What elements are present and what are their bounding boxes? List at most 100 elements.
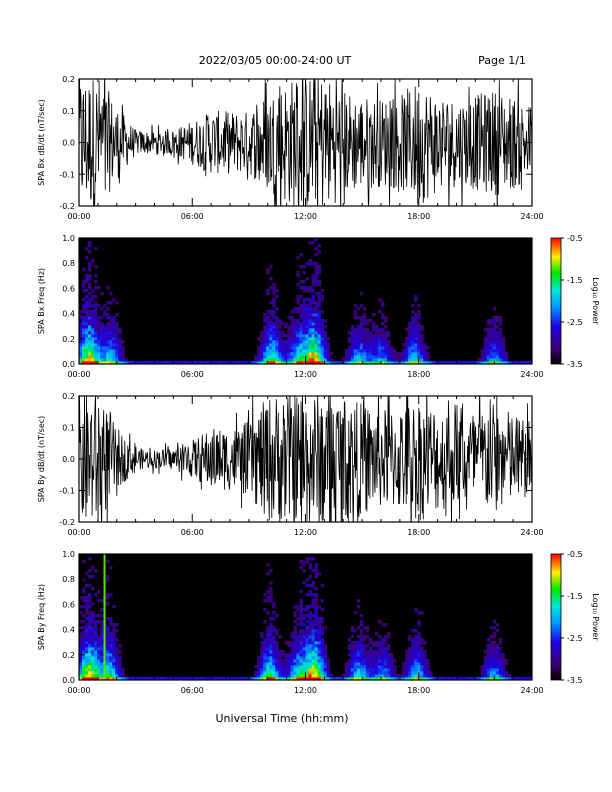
heatmap-cell (347, 340, 352, 344)
heatmap-cell (308, 352, 312, 356)
heatmap-cell (112, 298, 116, 302)
heatmap-cell (344, 352, 349, 356)
heatmap-cell (320, 647, 325, 651)
heatmap-cell (248, 361, 252, 365)
heatmap-cell (347, 665, 352, 669)
heatmap-cell (411, 331, 415, 335)
heatmap-cell (492, 620, 497, 624)
heatmap-cell (121, 355, 125, 359)
heatmap-cell (314, 644, 318, 648)
heatmap-cell (381, 331, 385, 335)
heatmap-cell (154, 361, 158, 365)
heatmap-cell (387, 653, 391, 657)
heatmap-cell (278, 656, 282, 660)
heatmap-cell (263, 671, 267, 675)
heatmap-cell (275, 671, 279, 675)
heatmap-cell (317, 283, 321, 287)
heatmap-cells (79, 238, 533, 365)
heatmap-cell (85, 352, 89, 356)
heatmap-cell (266, 647, 270, 651)
heatmap-cell (160, 361, 164, 365)
heatmap-cell (79, 671, 83, 675)
heatmap-cell (495, 665, 500, 669)
heatmap-cell (308, 593, 312, 597)
heatmap-cell (381, 638, 385, 642)
heatmap-cell (154, 677, 158, 681)
heatmap-cell (299, 307, 303, 311)
heatmap-cell (260, 635, 264, 639)
heatmap-cell (88, 346, 92, 350)
heatmap-cell (296, 328, 300, 332)
heatmap-cell (362, 650, 367, 654)
heatmap-cell (272, 328, 276, 332)
heatmap-cell (489, 671, 494, 675)
heatmap-cell (269, 322, 273, 326)
heatmap-cell (266, 572, 270, 576)
heatmap-cell (94, 340, 98, 344)
heatmap-cell (272, 310, 276, 314)
heatmap-cell (100, 677, 104, 681)
heatmap-cell (284, 656, 288, 660)
heatmap-cell (112, 671, 116, 675)
heatmap-cell (266, 653, 270, 657)
heatmap-cell (79, 635, 83, 639)
heatmap-cell (374, 334, 379, 338)
heatmap-cell (414, 665, 418, 669)
heatmap-cell (483, 656, 488, 660)
heatmap-cell (423, 343, 427, 347)
heatmap-cell (317, 349, 321, 353)
heatmap-cell (371, 674, 376, 678)
heatmap-cell (495, 316, 500, 320)
heatmap-cell (374, 671, 379, 675)
heatmap-cell (501, 352, 506, 356)
heatmap-cell (85, 295, 89, 299)
heatmap-cell (374, 343, 379, 347)
heatmap-cell (365, 668, 370, 672)
heatmap-cell (94, 668, 98, 672)
heatmap-cell (498, 659, 503, 663)
heatmap-cell (296, 361, 300, 365)
heatmap-cell (317, 671, 321, 675)
heatmap-cell (106, 662, 110, 666)
heatmap-cell (94, 352, 98, 356)
heatmap-cell (91, 659, 95, 663)
heatmap-cell (82, 614, 86, 618)
heatmap-cell (88, 611, 92, 615)
heatmap-cell (459, 677, 463, 681)
heatmap-cell (368, 668, 373, 672)
heatmap-cell (103, 358, 107, 362)
heatmap-cell (266, 650, 270, 654)
heatmap-cell (492, 635, 497, 639)
heatmap-cell (504, 659, 509, 663)
heatmap-cell (118, 668, 122, 672)
heatmap-cell (100, 641, 104, 645)
heatmap-cell (257, 677, 261, 681)
heatmap-cell (359, 653, 364, 657)
heatmap-cell (82, 626, 86, 630)
heatmap-cell (414, 668, 418, 672)
heatmap-cell (501, 340, 506, 344)
heatmap-cell (489, 635, 494, 639)
heatmap-cell (112, 650, 116, 654)
heatmap-cell (381, 322, 385, 326)
heatmap-cell (320, 677, 325, 681)
heatmap-cell (492, 352, 497, 356)
heatmap-cell (414, 608, 418, 612)
heatmap-cell (82, 358, 86, 362)
heatmap-cell (426, 346, 430, 350)
heatmap-cell (414, 325, 418, 329)
heatmap-cell (362, 316, 367, 320)
heatmap-cell (381, 644, 385, 648)
heatmap-cell (109, 319, 113, 323)
heatmap-cell (106, 674, 110, 678)
heatmap-cell (317, 328, 321, 332)
heatmap-cell (287, 641, 291, 645)
heatmap-cell (109, 659, 113, 663)
heatmap-cell (387, 656, 391, 660)
heatmap-cell (97, 665, 101, 669)
heatmap-cell (299, 599, 303, 603)
heatmap-cell (118, 662, 122, 666)
heatmap-cell (94, 337, 98, 341)
heatmap-cell (290, 322, 294, 326)
heatmap-cell (320, 358, 325, 362)
